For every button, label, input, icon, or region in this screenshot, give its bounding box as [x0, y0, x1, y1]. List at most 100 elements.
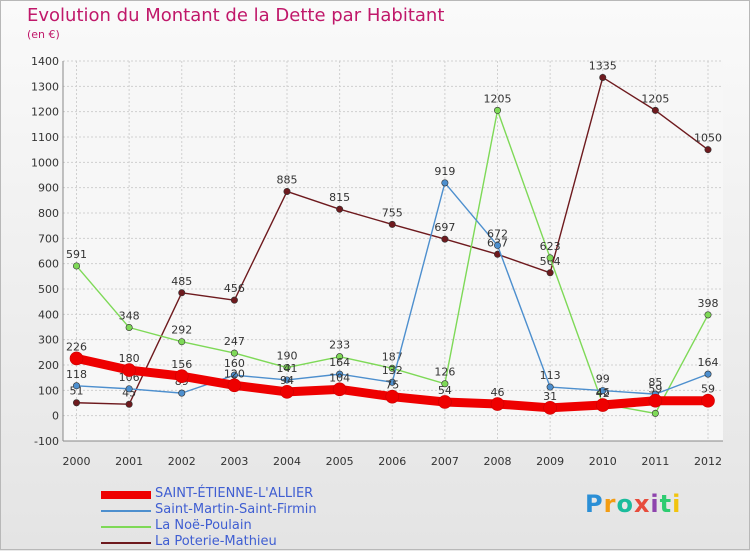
legend-swatch [101, 510, 151, 512]
data-point [388, 220, 396, 228]
data-label: 456 [224, 282, 245, 295]
data-label: 54 [438, 384, 452, 397]
data-point [385, 389, 400, 404]
data-label: 672 [487, 227, 508, 240]
data-point [651, 106, 659, 114]
y-tick-label: 600 [38, 258, 59, 271]
legend-swatch [101, 526, 151, 528]
legend-label: Saint-Martin-Saint-Firmin [155, 502, 317, 517]
data-point [441, 235, 449, 243]
y-tick-label: 0 [52, 410, 59, 423]
data-point [490, 397, 505, 411]
data-point [493, 241, 501, 249]
y-tick-label: 1300 [31, 80, 59, 93]
data-point [125, 324, 133, 332]
legend-item: La Noë-Poulain [101, 519, 401, 535]
data-label: 51 [70, 385, 84, 398]
data-label: 113 [540, 369, 561, 382]
data-label: 94 [280, 374, 294, 387]
legend: SAINT-ÉTIENNE-L'ALLIER Saint-Martin-Saint… [101, 487, 401, 551]
y-tick-label: 700 [38, 232, 59, 245]
data-point [336, 205, 344, 213]
data-point [283, 187, 291, 195]
data-label: 180 [119, 352, 140, 365]
legend-swatch [101, 542, 151, 544]
data-point [543, 401, 557, 415]
data-point [178, 338, 186, 346]
data-point [69, 351, 84, 366]
data-point [125, 385, 133, 393]
data-label: 226 [66, 340, 87, 353]
data-point [283, 364, 291, 372]
data-label: 85 [648, 376, 662, 389]
data-label: 247 [224, 335, 245, 348]
data-point [599, 387, 607, 395]
x-tick-label: 2007 [431, 455, 459, 468]
data-point [546, 383, 554, 391]
logo-letter: t [659, 490, 673, 518]
data-point [441, 380, 449, 388]
data-point [332, 382, 347, 397]
legend-swatch [101, 491, 151, 499]
x-tick-label: 2005 [326, 455, 354, 468]
y-tick-label: 400 [38, 308, 59, 321]
data-point [651, 409, 659, 417]
data-label: 233 [329, 339, 350, 352]
y-tick-label: 1100 [31, 131, 59, 144]
data-point [227, 378, 242, 393]
data-label: 31 [543, 390, 557, 403]
data-label: 485 [171, 275, 192, 288]
logo-letter: x [633, 490, 651, 518]
data-point [648, 393, 663, 408]
x-tick-label: 2010 [589, 455, 617, 468]
data-point [704, 311, 712, 319]
data-point [73, 382, 81, 390]
data-label: 164 [698, 356, 719, 369]
logo-letter: i [650, 490, 660, 518]
data-label: 160 [224, 357, 245, 370]
data-label: 1205 [641, 92, 669, 105]
data-label: 919 [434, 165, 455, 178]
x-tick-label: 2006 [378, 455, 406, 468]
legend-item: Saint-Martin-Saint-Firmin [101, 503, 401, 519]
x-tick-label: 2012 [694, 455, 722, 468]
data-point [599, 73, 607, 81]
x-tick-label: 2002 [168, 455, 196, 468]
data-point [595, 398, 610, 412]
data-label: 1205 [484, 92, 512, 105]
x-tick-label: 2003 [220, 455, 248, 468]
y-tick-label: 1000 [31, 156, 59, 169]
legend-item: La Poterie-Mathieu [101, 535, 401, 551]
data-label: 164 [329, 356, 350, 369]
x-tick-label: 2009 [536, 455, 564, 468]
legend-label: La Noë-Poulain [155, 518, 252, 533]
data-point [336, 353, 344, 361]
data-label: 885 [277, 173, 298, 186]
y-tick-label: 800 [38, 207, 59, 220]
data-point [546, 254, 554, 262]
y-tick-label: 1200 [31, 106, 59, 119]
y-tick-label: 1400 [31, 55, 59, 68]
data-point [73, 262, 81, 270]
x-tick-label: 2001 [115, 455, 143, 468]
data-label: 99 [596, 373, 610, 386]
data-point [546, 269, 554, 277]
data-label: 104 [329, 371, 350, 384]
y-tick-label: -100 [34, 435, 59, 448]
data-point [174, 369, 189, 383]
data-label: 1335 [589, 59, 617, 72]
data-point [73, 399, 81, 407]
data-point [704, 370, 712, 378]
data-point [441, 179, 449, 187]
logo-letter: r [603, 490, 617, 518]
chart-subtitle: (en €) [27, 28, 60, 41]
data-point [178, 389, 186, 397]
data-point [230, 296, 238, 304]
data-label: 59 [648, 383, 662, 396]
data-point [230, 371, 238, 379]
data-label: 118 [66, 368, 87, 381]
data-label: 697 [434, 221, 455, 234]
data-label: 190 [277, 350, 298, 363]
legend-item: SAINT-ÉTIENNE-L'ALLIER [101, 487, 401, 503]
data-label: 132 [382, 364, 403, 377]
